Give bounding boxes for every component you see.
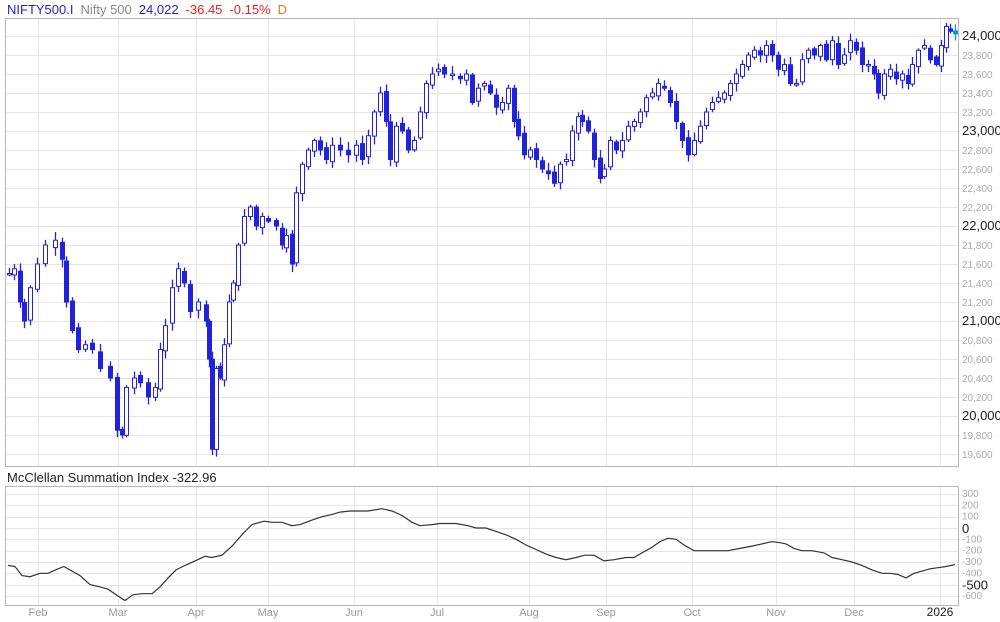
svg-text:Feb: Feb (29, 607, 48, 619)
svg-text:Nov: Nov (766, 607, 786, 619)
svg-text:23,000: 23,000 (962, 123, 1000, 138)
svg-text:19,600: 19,600 (962, 450, 993, 461)
indicator-grid (6, 487, 958, 605)
svg-text:20,000: 20,000 (962, 408, 1000, 423)
candlestick-series (7, 22, 958, 457)
main-grid (6, 19, 958, 466)
svg-text:23,800: 23,800 (962, 51, 993, 62)
time-x-axis: Feb Mar Apr May Jun Jul Aug Sep Oct Nov Dec 2026 (29, 605, 954, 619)
svg-text:200: 200 (962, 500, 979, 511)
svg-text:-600: -600 (962, 591, 982, 602)
svg-text:Jun: Jun (345, 607, 363, 619)
svg-text:21,800: 21,800 (962, 241, 993, 252)
period-indicator[interactable]: D (277, 2, 288, 17)
price-y-axis: 19,600 19,800 20,000 20,200 20,400 20,600 20,8… (962, 28, 1000, 461)
svg-text:-100: -100 (962, 534, 982, 545)
svg-text:20,600: 20,600 (962, 355, 993, 366)
svg-text:22,000: 22,000 (962, 218, 1000, 233)
svg-text:Aug: Aug (519, 607, 539, 619)
svg-text:22,800: 22,800 (962, 146, 993, 157)
svg-text:-500: -500 (962, 578, 988, 593)
svg-text:22,200: 22,200 (962, 203, 993, 214)
svg-text:21,200: 21,200 (962, 298, 993, 309)
svg-text:20,200: 20,200 (962, 393, 993, 404)
svg-text:23,400: 23,400 (962, 89, 993, 100)
svg-text:Apr: Apr (187, 607, 204, 619)
svg-text:20,800: 20,800 (962, 336, 993, 347)
price-change: -36.45 (185, 2, 223, 17)
svg-text:21,600: 21,600 (962, 260, 993, 271)
svg-text:22,400: 22,400 (962, 184, 993, 195)
svg-text:19,800: 19,800 (962, 431, 993, 442)
svg-text:Sep: Sep (596, 607, 616, 619)
svg-text:0: 0 (962, 521, 969, 536)
svg-text:21,400: 21,400 (962, 279, 993, 290)
svg-text:300: 300 (962, 489, 979, 500)
symbol-label[interactable]: NIFTY500.I (7, 2, 74, 17)
main-panel-border (5, 18, 959, 467)
last-price: 24,022 (138, 2, 179, 17)
svg-text:23,600: 23,600 (962, 70, 993, 81)
svg-text:-300: -300 (962, 557, 982, 568)
svg-text:-400: -400 (962, 568, 982, 579)
svg-text:22,600: 22,600 (962, 165, 993, 176)
svg-text:May: May (258, 607, 279, 619)
indicator-panel-border (5, 486, 959, 606)
svg-text:Oct: Oct (683, 607, 700, 619)
svg-text:2026: 2026 (927, 605, 954, 619)
indicator-title: McClellan Summation Index -322.96 (7, 470, 217, 485)
svg-text:20,400: 20,400 (962, 374, 993, 385)
instrument-name: Nifty 500 (80, 2, 132, 17)
svg-text:24,000: 24,000 (962, 28, 1000, 43)
svg-text:Mar: Mar (109, 607, 128, 619)
svg-text:Dec: Dec (844, 607, 864, 619)
svg-text:100: 100 (962, 512, 979, 523)
chart-header: NIFTY500.I Nifty 500 24,022 -36.45 -0.15% D (7, 2, 294, 17)
svg-text:-200: -200 (962, 546, 982, 557)
price-change-percent: -0.15% (229, 2, 271, 17)
summation-index-line (7, 508, 956, 602)
svg-text:Jul: Jul (430, 607, 444, 619)
svg-text:23,200: 23,200 (962, 108, 993, 119)
svg-text:21,000: 21,000 (962, 313, 1000, 328)
